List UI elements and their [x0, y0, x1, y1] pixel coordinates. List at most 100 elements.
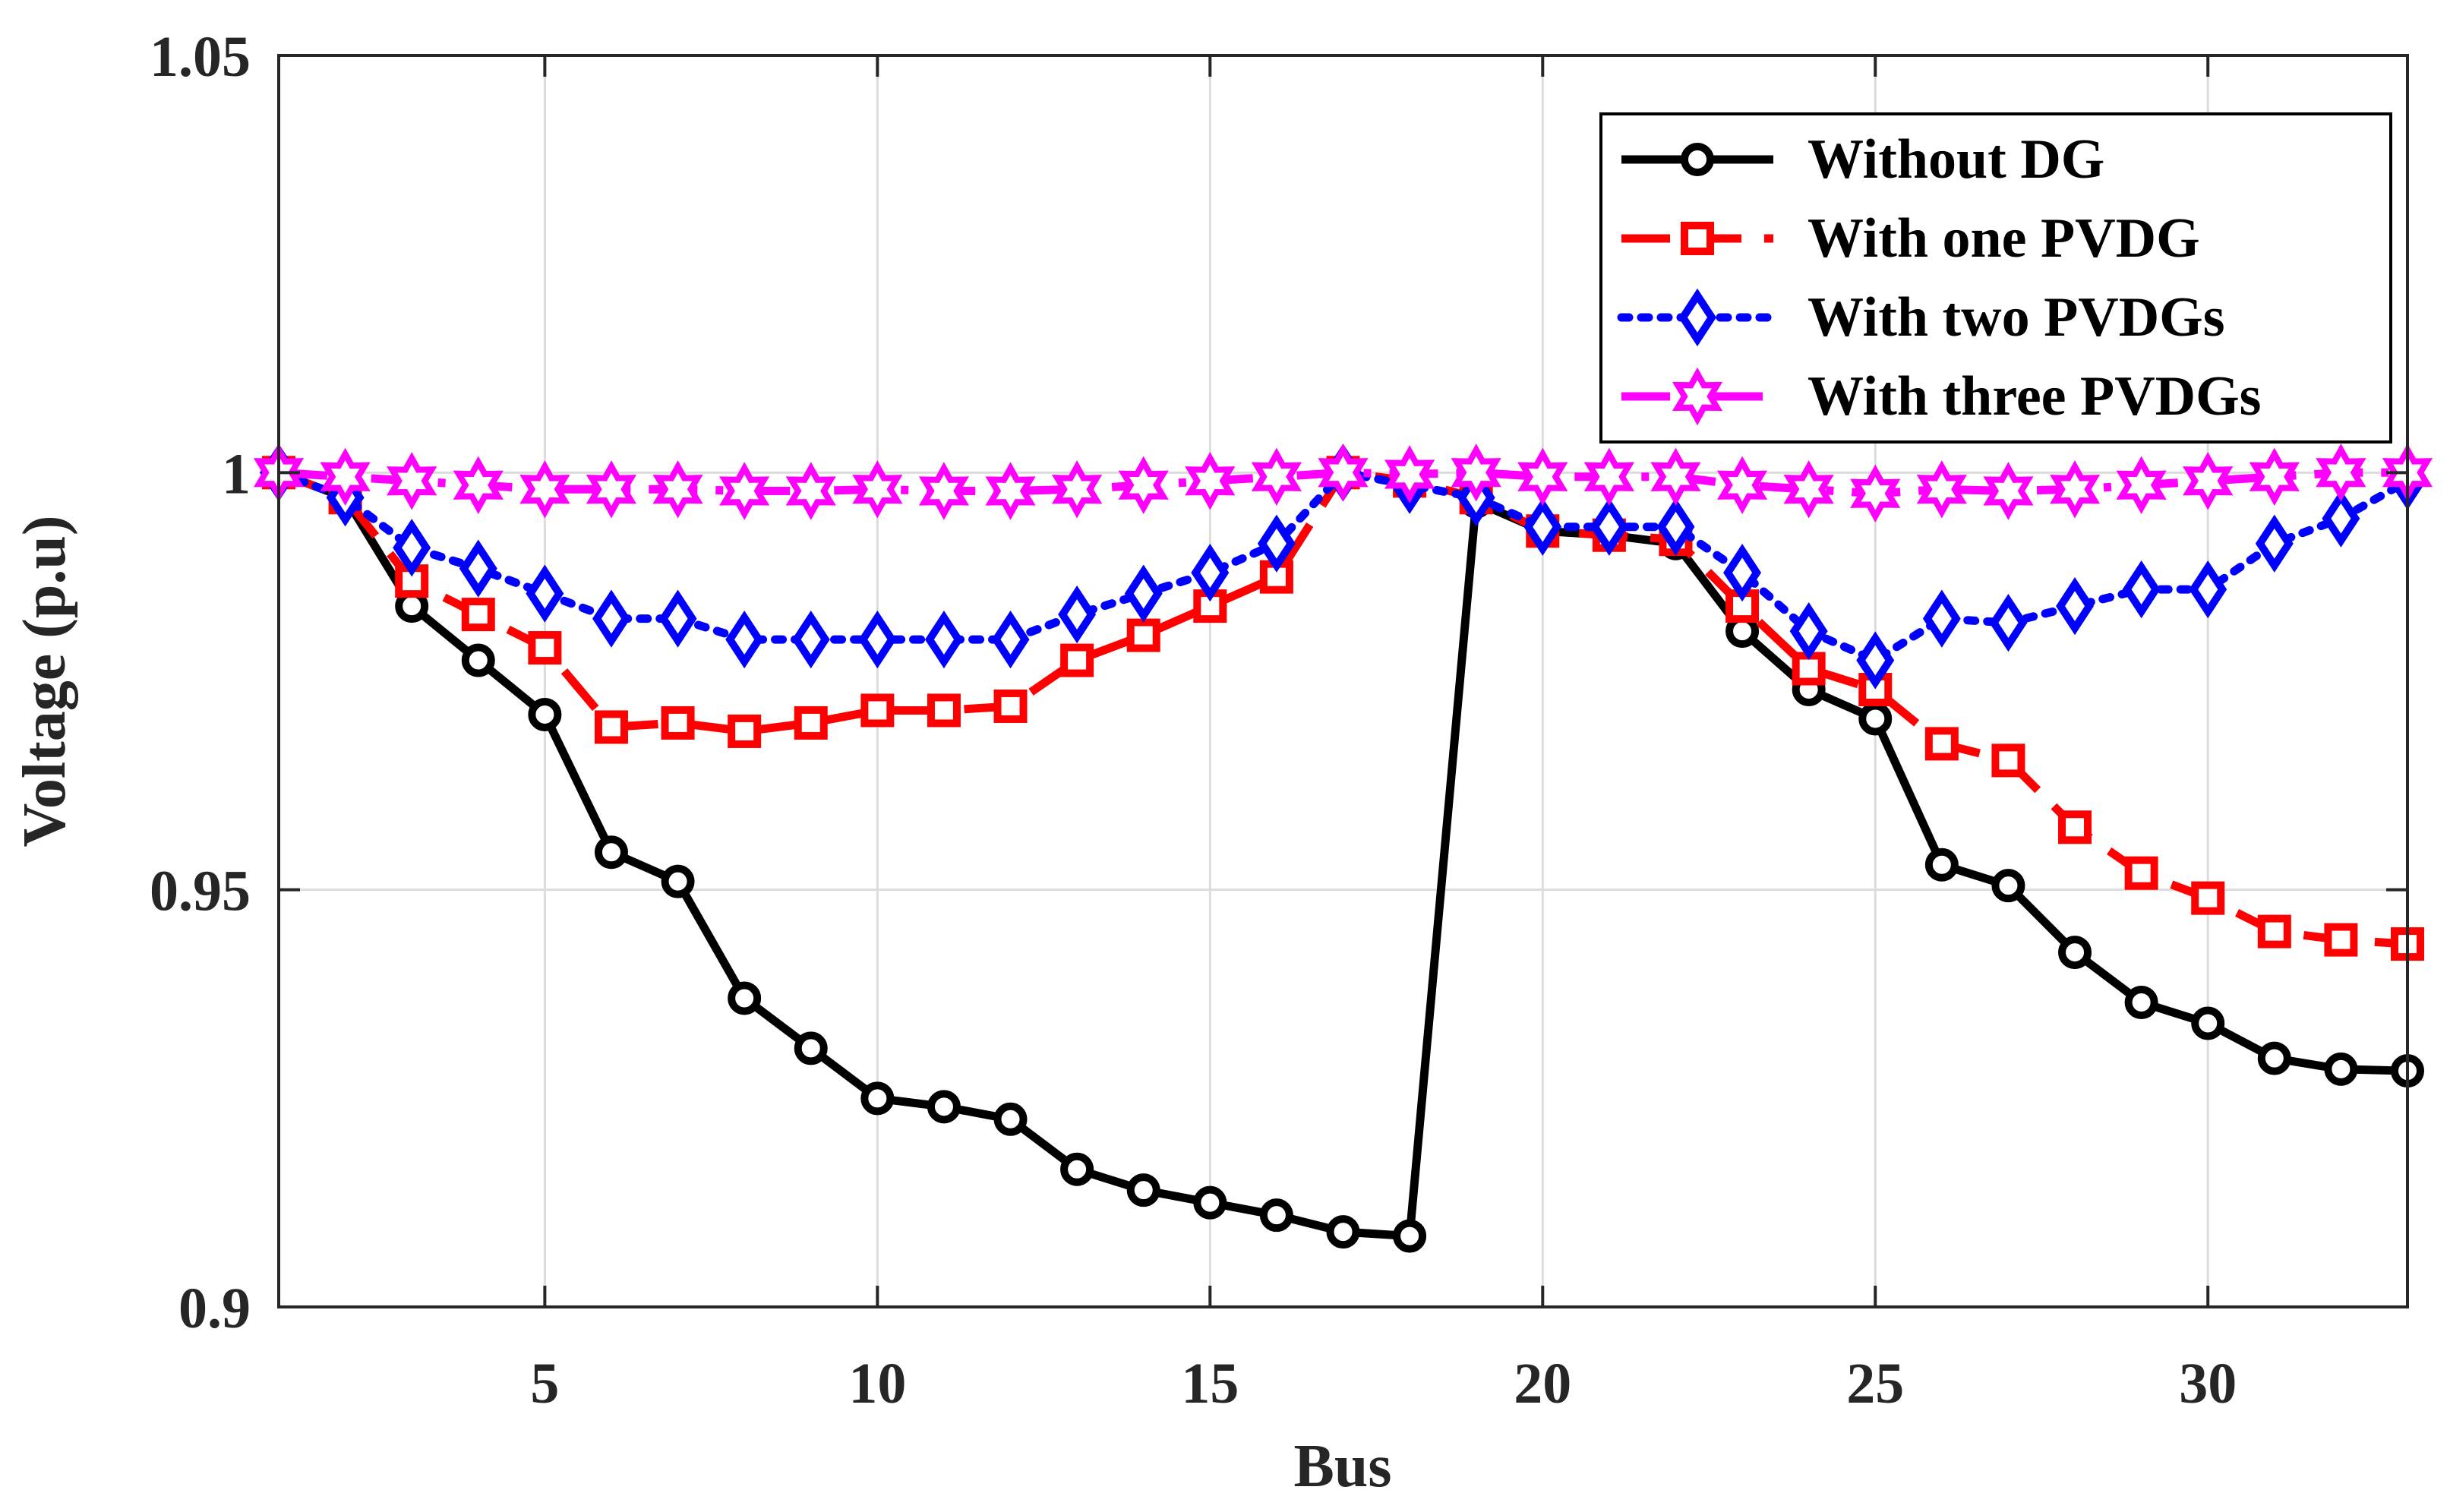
tick-labels: 5 10 15 20 25 30 0.9 0.95 1 1.05 — [150, 25, 2237, 1416]
data-point — [852, 460, 903, 519]
data-point — [652, 460, 703, 519]
data-point — [1124, 564, 1163, 623]
data-point — [794, 1031, 828, 1065]
x-tick-label: 20 — [1514, 1352, 1571, 1416]
data-point — [2116, 456, 2167, 515]
data-point — [719, 462, 770, 520]
data-point — [860, 693, 895, 728]
data-point — [2324, 1052, 2358, 1086]
data-point — [791, 610, 830, 669]
data-point — [2257, 1041, 2291, 1075]
data-point — [592, 589, 630, 648]
data-point — [728, 714, 762, 748]
legend-marker — [1681, 143, 1714, 176]
series-layer — [253, 443, 2433, 1253]
data-point — [461, 598, 495, 632]
plot-frame — [277, 54, 2409, 1308]
legend-entry: With three PVDGs — [1621, 365, 2261, 428]
data-point — [1126, 1173, 1160, 1207]
legend-label: Without DG — [1808, 128, 2104, 191]
data-point — [528, 631, 562, 665]
data-point — [1060, 643, 1094, 677]
data-point — [927, 693, 961, 728]
data-point — [858, 610, 897, 669]
data-point — [728, 981, 762, 1015]
x-tick-label: 15 — [1181, 1352, 1239, 1416]
data-point — [1318, 443, 1369, 502]
data-point — [927, 1090, 961, 1124]
data-point — [2122, 560, 2161, 619]
data-point — [1789, 601, 1828, 661]
legend-entry: With one PVDG — [1621, 207, 2200, 270]
data-point — [1259, 1198, 1293, 1233]
x-tick-label: 30 — [2179, 1352, 2237, 1416]
data-point — [725, 610, 764, 669]
data-point — [1850, 464, 1901, 523]
data-point — [1922, 589, 1961, 648]
data-point — [1185, 452, 1236, 510]
data-point — [794, 705, 828, 740]
data-point — [993, 689, 1028, 723]
data-point — [1989, 593, 2028, 652]
data-point — [918, 462, 970, 520]
data-point — [1590, 497, 1628, 556]
data-point — [1983, 462, 2034, 520]
data-point — [1118, 456, 1169, 515]
data-point — [2249, 447, 2300, 507]
legend-label: With two PVDGs — [1808, 286, 2225, 349]
x-axis-title: Bus — [1294, 1433, 1392, 1500]
data-point — [2257, 914, 2291, 949]
data-point — [453, 456, 504, 515]
data-point — [528, 697, 562, 731]
y-tick-label: 0.9 — [178, 1277, 251, 1340]
data-point — [586, 460, 636, 519]
y-axis-title: Voltage (p.u) — [11, 515, 78, 847]
data-point — [1916, 460, 1967, 519]
data-point — [1856, 631, 1895, 690]
data-point — [1991, 743, 2025, 778]
data-point — [1126, 618, 1160, 652]
data-point — [2050, 460, 2101, 519]
data-point — [1858, 702, 1893, 736]
data-point — [393, 519, 431, 577]
data-point — [1517, 447, 1568, 507]
data-point — [1051, 460, 1103, 519]
legend-entry: Without DG — [1621, 128, 2104, 191]
data-point — [387, 452, 437, 510]
series-3 — [253, 443, 2433, 523]
legend-marker — [1678, 288, 1716, 347]
x-tick-label: 5 — [530, 1352, 559, 1416]
data-point — [991, 610, 1030, 669]
ticks — [279, 54, 2407, 1308]
legend-marker — [1672, 367, 1723, 426]
data-point — [1924, 727, 1959, 761]
data-point — [1523, 497, 1562, 556]
data-point — [1716, 456, 1768, 515]
data-point — [2191, 1006, 2225, 1040]
data-point — [1393, 1219, 1427, 1253]
data-point — [2255, 514, 2294, 573]
data-point — [2316, 443, 2366, 502]
data-point — [2058, 810, 2092, 844]
legend-label: With three PVDGs — [1808, 365, 2261, 428]
data-point — [2056, 576, 2095, 636]
data-point — [1191, 544, 1230, 602]
data-point — [461, 643, 495, 677]
data-point — [661, 864, 695, 898]
data-point — [1060, 1152, 1094, 1186]
data-point — [2183, 452, 2234, 510]
data-point — [1257, 514, 1296, 573]
data-point — [661, 705, 695, 740]
data-point — [1583, 447, 1635, 507]
data-point — [2058, 936, 2092, 970]
data-point — [1991, 869, 2025, 903]
data-point — [1723, 544, 1762, 602]
legend: Without DG With one PVDG With two PVDGs Wit… — [1599, 112, 2392, 443]
data-point — [1783, 460, 1834, 519]
y-tick-label: 1 — [222, 442, 251, 506]
data-point — [1650, 447, 1701, 507]
data-point — [1656, 497, 1695, 556]
data-point — [2191, 881, 2225, 915]
y-tick-label: 0.95 — [150, 860, 251, 923]
data-point — [459, 539, 497, 598]
